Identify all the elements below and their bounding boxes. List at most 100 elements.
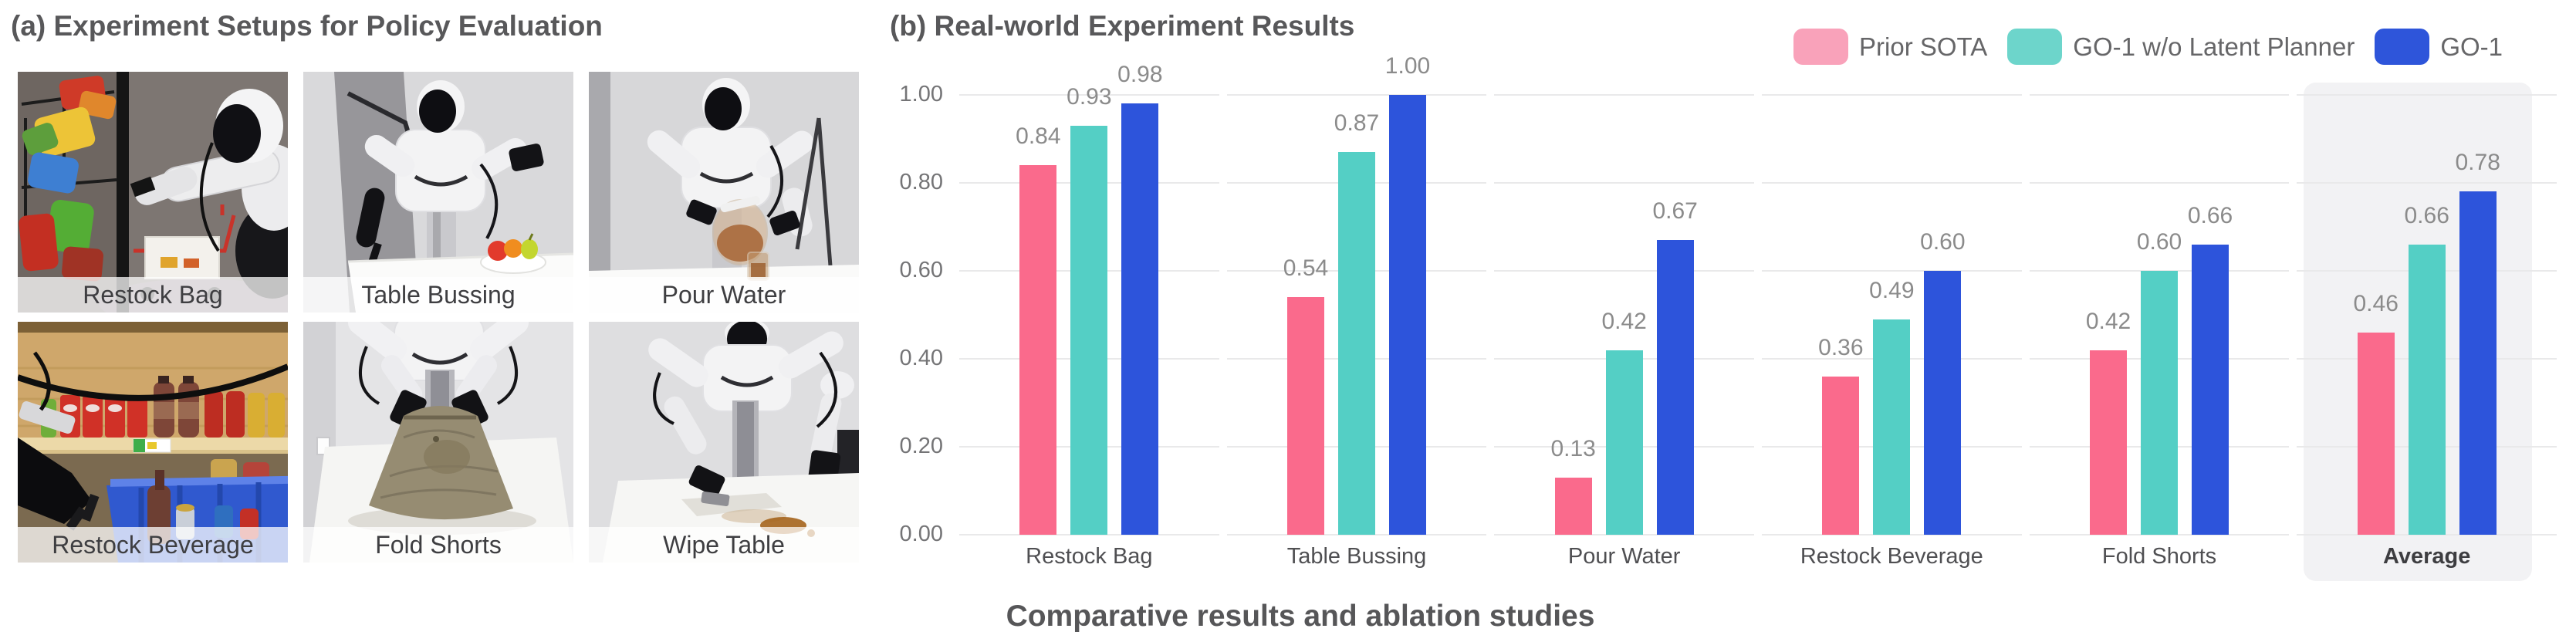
photo-label: Restock Bag [83, 280, 223, 309]
bar-wrap: 0.60 [1920, 95, 1966, 535]
y-tick-0.60: 0.60 [899, 258, 943, 282]
legend-swatch-prior-sota [1793, 29, 1849, 65]
bar-wrap: 0.66 [2404, 95, 2449, 535]
legend-item-go-1: GO-1 [2375, 29, 2503, 65]
bar-go-1-w-o-latent-planner-fold-shorts [2141, 271, 2179, 535]
bar-prior-sota-table-bussing [1287, 297, 1324, 535]
bar-value-label: 0.42 [1601, 308, 1647, 334]
bar-group-table-bussing: 0.54 0.87 1.00 [1227, 53, 1487, 535]
legend-label: GO-1 [2440, 32, 2503, 61]
bar-value-label: 0.93 [1067, 83, 1112, 110]
bar-group-pour-water: 0.13 0.42 0.67 [1494, 95, 1754, 535]
photo-label: Pour Water [661, 280, 786, 309]
photo-label-band: Restock Beverage [18, 527, 288, 563]
bar-value-label: 0.87 [1334, 110, 1380, 137]
bar-prior-sota-average [2357, 332, 2395, 535]
category-label-fold-shorts: Fold Shorts [2101, 544, 2217, 569]
photo-label: Restock Beverage [52, 530, 254, 559]
photo-label: Wipe Table [663, 530, 785, 559]
photo-wipe-table: Wipe Table [589, 322, 859, 563]
gridline [1762, 94, 2022, 96]
bar-value-label: 0.46 [2353, 290, 2399, 316]
photo-label-band: Restock Bag [18, 277, 288, 313]
photo-illustration-wipe-table [589, 322, 859, 563]
category-label-restock-bag: Restock Bag [1026, 544, 1153, 569]
bar-value-label: 0.54 [1283, 255, 1329, 282]
bar-wrap: 0.42 [2086, 95, 2131, 535]
bar-wrap: 0.36 [1818, 95, 1864, 535]
bar-value-label: 0.49 [1869, 277, 1915, 303]
bar-group-restock-bag: 0.84 0.93 0.98 [959, 62, 1219, 535]
gridline [2297, 182, 2557, 184]
bar-wrap: 0.13 [1550, 95, 1596, 535]
bar-go-1-w-o-latent-planner-average [2408, 244, 2446, 535]
facet-pour-water: 0.13 0.42 0.67 Pour Water [1494, 94, 1755, 569]
gridline [2029, 182, 2290, 184]
gridline [2297, 534, 2557, 536]
facet-restock-beverage: 0.36 0.49 0.60 Restock Beverage [1762, 94, 2022, 569]
bar-go-1-w-o-latent-planner-restock-beverage [1873, 319, 1911, 535]
bar-wrap: 0.93 [1067, 84, 1112, 535]
facet-average: 0.46 0.66 0.78 Average [2297, 94, 2557, 569]
gridline [1762, 270, 2022, 272]
gridline [2029, 534, 2290, 536]
bar-wrap: 0.98 [1117, 62, 1163, 535]
legend-label: Prior SOTA [1859, 32, 1988, 61]
bar-value-label: 0.66 [2187, 202, 2233, 228]
category-label-pour-water: Pour Water [1567, 544, 1681, 569]
photo-label-band: Pour Water [589, 277, 859, 313]
gridline [959, 534, 1219, 536]
photo-label-band: Wipe Table [589, 527, 859, 563]
photo-table-bussing: Table Bussing [303, 72, 573, 313]
y-tick-0.40: 0.40 [899, 346, 943, 370]
bar-go-1-pour-water [1656, 240, 1694, 535]
bar-value-label: 0.36 [1818, 334, 1864, 360]
facet-restock-bag: 0.84 0.93 0.98 Restock Bag [959, 62, 1219, 569]
photo-illustration-restock-bag [18, 72, 288, 313]
gridline [1762, 182, 2022, 184]
bar-wrap: 0.84 [1016, 95, 1061, 535]
category-label-table-bussing: Table Bussing [1286, 544, 1427, 569]
legend-item-prior-sota: Prior SOTA [1793, 29, 1987, 65]
facet-table-bussing: 0.54 0.87 1.00 Table Bussing [1226, 53, 1487, 569]
bar-value-label: 0.42 [2085, 308, 2131, 334]
bar-go-1-w-o-latent-planner-table-bussing [1338, 152, 1375, 535]
bar-wrap: 1.00 [1385, 53, 1430, 535]
bar-value-label: 0.98 [1117, 62, 1163, 88]
gridline [2297, 94, 2557, 96]
bar-wrap: 0.60 [2137, 95, 2182, 535]
bar-group-fold-shorts: 0.42 0.60 0.66 [2030, 95, 2290, 535]
photo-pour-water: Pour Water [589, 72, 859, 313]
photo-fold-shorts: Fold Shorts [303, 322, 573, 563]
y-tick-1.00: 1.00 [899, 82, 943, 106]
bar-prior-sota-restock-bag [1019, 165, 1057, 535]
bar-go-1-restock-bag [1121, 103, 1159, 535]
gridline [1226, 534, 1487, 536]
bar-wrap: 0.78 [2455, 95, 2500, 535]
bar-wrap: 0.54 [1283, 95, 1328, 535]
figure-caption: Comparative results and ablation studies [1006, 600, 1595, 633]
bar-wrap: 0.67 [1652, 95, 1698, 535]
photo-label-band: Table Bussing [303, 277, 573, 313]
bar-value-label: 0.66 [2404, 202, 2449, 228]
bar-value-label: 0.84 [1016, 123, 1061, 150]
panel-a-title: (a) Experiment Setups for Policy Evaluat… [11, 10, 603, 42]
photo-illustration-pour-water [589, 72, 859, 313]
y-tick-0.20: 0.20 [899, 434, 943, 458]
y-tick-0.00: 0.00 [899, 522, 943, 546]
bar-value-label: 0.67 [1652, 198, 1698, 225]
gridline [1762, 534, 2022, 536]
legend-label: GO-1 w/o Latent Planner [2073, 32, 2355, 61]
legend-swatch-go-1 [2375, 29, 2430, 65]
gridline [1494, 270, 1755, 272]
gridline [959, 94, 1219, 96]
bar-prior-sota-pour-water [1554, 477, 1592, 535]
photo-label-band: Fold Shorts [303, 527, 573, 563]
bar-go-1-w-o-latent-planner-restock-bag [1070, 125, 1108, 535]
bar-go-1-average [2459, 191, 2497, 535]
gridline [2029, 94, 2290, 96]
photo-label: Table Bussing [361, 280, 516, 309]
bar-go-1-table-bussing [1389, 95, 1426, 535]
category-label-average: Average [2383, 544, 2471, 569]
